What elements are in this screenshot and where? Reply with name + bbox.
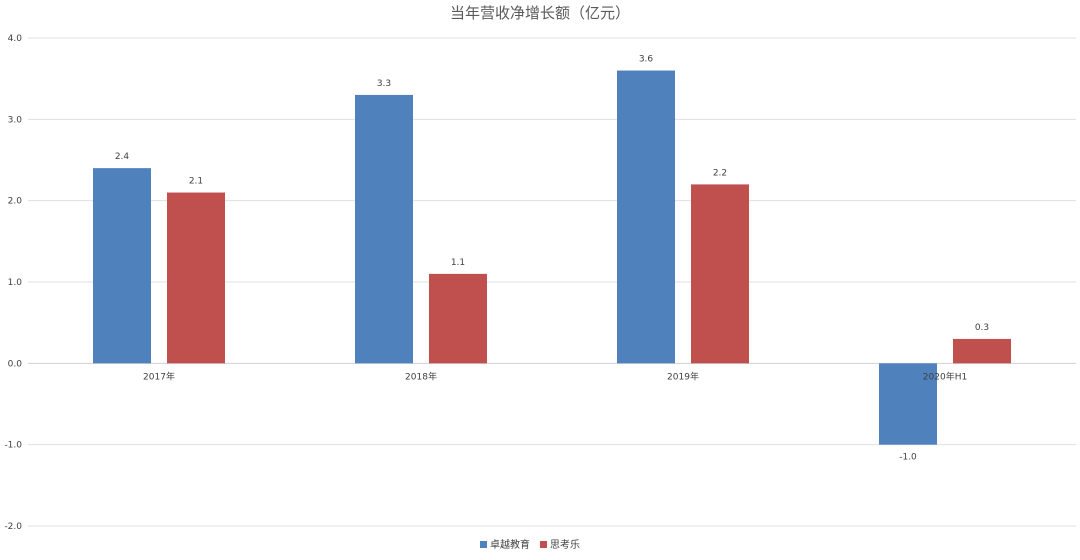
legend-swatch: [480, 541, 487, 548]
data-label: 1.1: [451, 258, 465, 268]
data-label: 2.4: [115, 152, 130, 162]
y-tick-label: -2.0: [4, 522, 22, 532]
x-axis: 2017年 2018年 2019年 2020年H1: [143, 370, 967, 382]
category-label: 2020年H1: [923, 370, 967, 382]
bar: [691, 184, 749, 364]
data-labels: 2.4 2.1 3.3 1.1 3.6 2.2 -1.0 0.3: [115, 55, 989, 463]
bar: [879, 363, 937, 445]
y-tick-label: 3.0: [8, 115, 23, 125]
data-label: -1.0: [899, 453, 917, 463]
bars: [93, 70, 1011, 445]
data-label: 3.6: [639, 55, 654, 65]
bar: [429, 273, 487, 364]
chart-title: 当年营收净增长额（亿元）: [450, 4, 630, 22]
data-label: 2.2: [713, 168, 727, 178]
bar: [355, 94, 413, 364]
data-label: 3.3: [377, 79, 391, 89]
bar: [953, 338, 1011, 364]
category-label: 2018年: [405, 370, 437, 382]
legend-label: 思考乐: [550, 539, 580, 551]
y-tick-label: 0.0: [8, 359, 23, 369]
y-tick-label: 1.0: [8, 278, 23, 288]
y-tick-label: 4.0: [8, 34, 23, 44]
bar: [617, 70, 675, 364]
category-label: 2017年: [143, 370, 175, 382]
bar: [93, 168, 151, 364]
y-tick-label: 2.0: [8, 197, 23, 207]
y-tick-label: -1.0: [4, 441, 22, 451]
bar: [167, 192, 225, 364]
legend-label: 卓越教育: [490, 538, 530, 551]
legend-swatch: [540, 541, 547, 548]
legend: 卓越教育 思考乐: [480, 538, 580, 551]
y-axis: 4.0 3.0 2.0 1.0 0.0 -1.0 -2.0: [4, 34, 22, 532]
data-label: 2.1: [189, 177, 203, 187]
category-label: 2019年: [667, 370, 699, 382]
data-label: 0.3: [975, 323, 989, 333]
